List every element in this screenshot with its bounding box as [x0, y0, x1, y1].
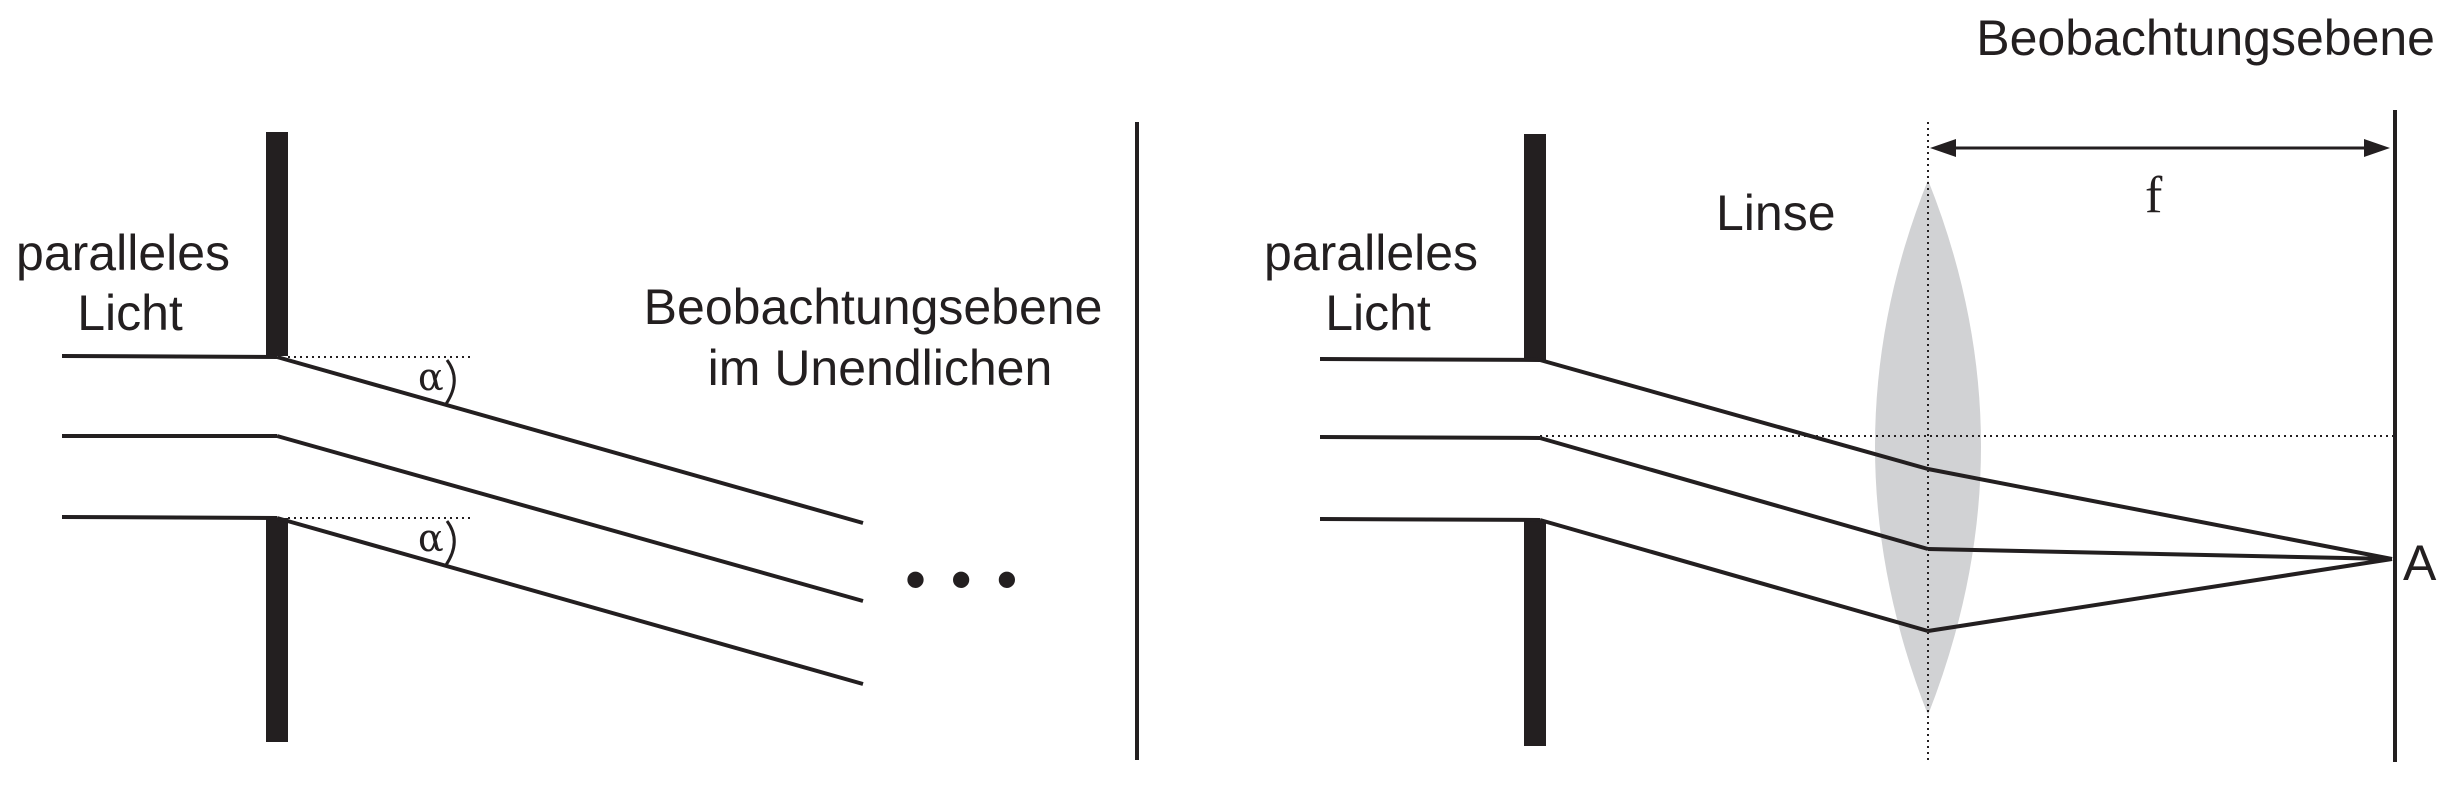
screen-label-right: Beobachtungsebene — [1976, 10, 2435, 66]
focal-length-arrowhead-left — [1930, 139, 1956, 157]
incoming-ray-1-left — [61, 354, 278, 359]
incoming-ray-3-right — [1319, 517, 1541, 522]
diffracted-ray-1-right — [1539, 358, 1929, 471]
incoming-ray-1-right — [1319, 357, 1541, 362]
focal-length-arrowhead-right — [2364, 139, 2390, 157]
incoming-ray-2-right — [1319, 435, 1541, 440]
screen-label-left: Beobachtungsebene im Unendlichen — [644, 279, 1117, 396]
screen-label-left-line-2: im Unendlichen — [708, 340, 1053, 396]
focal-point-label: A — [2403, 535, 2437, 591]
slit-plate-lower-right — [1524, 520, 1546, 746]
diffracted-ray-3-left — [276, 516, 864, 686]
incoming-ray-3-left — [61, 515, 278, 520]
angle-label-upper: α — [418, 355, 444, 399]
screen-label-left-line-1: Beobachtungsebene — [644, 279, 1103, 335]
focused-ray-2 — [1927, 547, 2393, 561]
slit-plate-lower-left — [266, 518, 288, 742]
light-label-left-line-1: paralleles — [16, 225, 230, 281]
focused-ray-3 — [1927, 557, 2393, 633]
light-label-right-line-1: paralleles — [1264, 225, 1478, 281]
focal-length-label: f — [2145, 167, 2163, 224]
light-label-left: paralleles Licht — [16, 225, 244, 341]
diffracted-ray-1-left — [276, 355, 864, 525]
ellipsis: • • • — [905, 546, 1021, 613]
focused-ray-1 — [1927, 467, 2393, 561]
light-label-left-line-2: Licht — [77, 285, 183, 341]
slit-plate-upper-right — [1524, 134, 1546, 360]
right-panel: paralleles Licht Linse f Beobachtungsebe… — [1264, 10, 2437, 762]
lens-label: Linse — [1716, 185, 1836, 241]
diffracted-ray-3-right — [1539, 518, 1929, 633]
diffracted-ray-2-right — [1539, 436, 1929, 551]
left-panel: α α paralleles Licht Beobachtungsebene i… — [16, 122, 1139, 760]
diffracted-ray-2-left — [276, 434, 864, 603]
light-label-right-line-2: Licht — [1325, 285, 1431, 341]
angle-arc-upper — [444, 359, 456, 405]
slit-plate-upper-left — [266, 132, 288, 356]
angle-label-lower: α — [418, 516, 444, 560]
angle-arc-lower — [444, 520, 456, 566]
light-label-right: paralleles Licht — [1264, 225, 1492, 341]
